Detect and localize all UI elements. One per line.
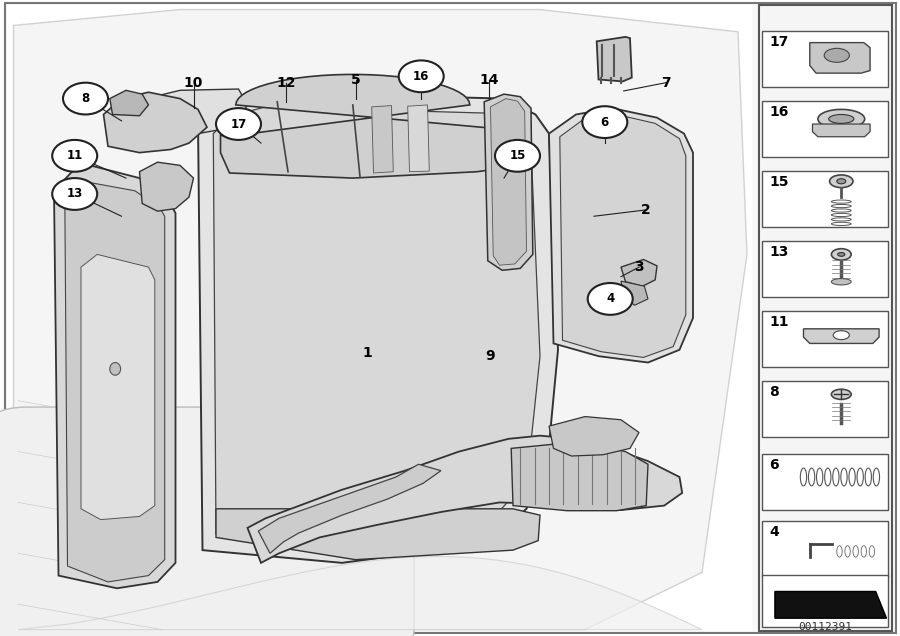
Polygon shape (14, 10, 747, 630)
Text: 6: 6 (770, 458, 779, 472)
FancyBboxPatch shape (762, 31, 888, 87)
Circle shape (52, 178, 97, 210)
Polygon shape (81, 254, 155, 520)
Polygon shape (408, 105, 429, 172)
Polygon shape (18, 556, 702, 630)
Polygon shape (813, 124, 870, 137)
Polygon shape (775, 591, 886, 618)
Text: 10: 10 (184, 76, 203, 90)
Polygon shape (804, 329, 879, 343)
Circle shape (399, 60, 444, 92)
Polygon shape (65, 181, 165, 582)
Polygon shape (248, 436, 682, 563)
Polygon shape (140, 162, 194, 211)
Polygon shape (146, 89, 248, 134)
Polygon shape (220, 74, 522, 178)
Text: 6: 6 (600, 116, 609, 128)
Ellipse shape (824, 48, 850, 62)
FancyBboxPatch shape (762, 454, 888, 510)
Polygon shape (511, 442, 648, 511)
Polygon shape (621, 259, 657, 286)
FancyBboxPatch shape (7, 5, 752, 631)
Ellipse shape (818, 109, 865, 128)
Text: 16: 16 (770, 105, 789, 119)
Polygon shape (549, 108, 693, 363)
Circle shape (582, 106, 627, 138)
Circle shape (216, 108, 261, 140)
Polygon shape (491, 99, 526, 265)
Text: 00112391: 00112391 (798, 622, 852, 632)
Text: 8: 8 (81, 92, 90, 105)
Polygon shape (213, 107, 540, 553)
Polygon shape (198, 92, 558, 563)
Text: 1: 1 (363, 346, 372, 360)
Ellipse shape (832, 249, 851, 260)
FancyBboxPatch shape (0, 407, 414, 636)
Polygon shape (104, 92, 207, 153)
Text: 4: 4 (606, 293, 615, 305)
Text: 15: 15 (770, 175, 789, 189)
Circle shape (495, 140, 540, 172)
Text: 14: 14 (479, 73, 499, 86)
Text: 13: 13 (67, 188, 83, 200)
Ellipse shape (830, 175, 853, 188)
Ellipse shape (832, 279, 851, 285)
Polygon shape (258, 464, 441, 553)
Polygon shape (54, 165, 176, 588)
Ellipse shape (837, 179, 846, 184)
FancyBboxPatch shape (759, 5, 892, 631)
Text: 16: 16 (413, 70, 429, 83)
Polygon shape (810, 43, 870, 73)
Text: 7: 7 (662, 76, 670, 90)
Text: 12: 12 (276, 76, 296, 90)
Text: 11: 11 (67, 149, 83, 162)
Circle shape (588, 283, 633, 315)
Polygon shape (216, 509, 540, 560)
Text: 17: 17 (770, 35, 789, 49)
FancyBboxPatch shape (762, 241, 888, 298)
Text: 11: 11 (770, 315, 789, 329)
Text: 15: 15 (509, 149, 526, 162)
Circle shape (52, 140, 97, 172)
Text: 9: 9 (486, 349, 495, 363)
Ellipse shape (829, 114, 854, 123)
Ellipse shape (832, 389, 851, 399)
FancyBboxPatch shape (762, 520, 888, 577)
Polygon shape (597, 37, 632, 81)
Polygon shape (110, 90, 148, 116)
Text: 3: 3 (634, 260, 644, 274)
Polygon shape (549, 417, 639, 456)
FancyBboxPatch shape (762, 311, 888, 368)
Text: 4: 4 (770, 525, 779, 539)
FancyBboxPatch shape (762, 380, 888, 438)
FancyBboxPatch shape (4, 3, 896, 633)
Ellipse shape (838, 252, 845, 256)
FancyBboxPatch shape (762, 575, 888, 627)
Circle shape (63, 83, 108, 114)
FancyBboxPatch shape (762, 100, 888, 157)
Text: 8: 8 (770, 385, 779, 399)
Ellipse shape (110, 363, 121, 375)
Text: 17: 17 (230, 118, 247, 130)
Text: 2: 2 (642, 203, 651, 217)
Polygon shape (372, 106, 393, 173)
Text: 13: 13 (770, 245, 789, 259)
Ellipse shape (833, 331, 850, 340)
Text: 5: 5 (351, 73, 360, 86)
Polygon shape (621, 281, 648, 305)
FancyBboxPatch shape (762, 170, 888, 227)
Polygon shape (484, 94, 533, 270)
Polygon shape (560, 114, 686, 357)
